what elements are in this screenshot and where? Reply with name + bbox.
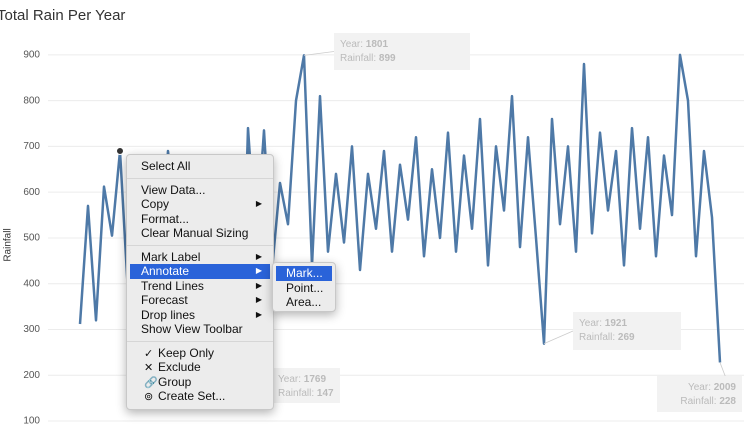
annotation-value: 899 <box>379 53 396 64</box>
menu-icon: 🔗 <box>144 376 158 389</box>
separator <box>127 177 273 179</box>
annotation-leader <box>303 51 335 56</box>
y-axis-label: Rainfall <box>3 228 14 261</box>
menu-label: Point... <box>286 280 324 295</box>
menu-label: Area... <box>286 295 322 309</box>
annotation-box <box>573 312 681 350</box>
y-tick-label: 900 <box>23 50 40 61</box>
annotation-text: Rainfall: 147 <box>278 388 334 399</box>
menu-item[interactable]: Clear Manual Sizing <box>130 226 270 241</box>
menu-item[interactable]: View Data... <box>130 183 270 198</box>
menu-label: Select All <box>141 159 191 173</box>
menu-label: Keep Only <box>158 345 215 360</box>
menu-label: View Data... <box>141 182 206 197</box>
annotation-box <box>334 33 470 70</box>
menu-item[interactable]: ⊚ Create Set... <box>130 389 270 404</box>
y-tick-label: 200 <box>23 370 40 381</box>
separator <box>127 340 273 342</box>
submenu-item[interactable]: Mark... <box>276 266 332 281</box>
annotation-text: Rainfall: 899 <box>340 53 396 64</box>
chart-title: Total Rain Per Year <box>0 7 125 24</box>
y-tick-label: 800 <box>23 95 40 106</box>
submenu-arrow: ▶ <box>255 251 262 261</box>
submenu-arrow: ▶ <box>255 280 262 290</box>
menu-label: Mark Label <box>141 249 201 264</box>
annotation-value: 228 <box>719 396 736 407</box>
annotation-box <box>272 368 340 403</box>
annotation-label: Year: <box>579 318 602 329</box>
annotation-box <box>657 376 742 412</box>
menu-label: Mark... <box>286 266 323 280</box>
menu-label: Trend Lines <box>141 278 204 293</box>
submenu-arrow: ▶ <box>255 266 262 275</box>
menu-item[interactable]: 🔗Group <box>130 375 270 390</box>
menu-icon: ✓ <box>144 347 154 360</box>
menu-label: Annotate <box>141 264 190 278</box>
y-tick-label: 600 <box>23 187 40 198</box>
menu-label: Drop lines <box>141 307 196 322</box>
menu-label: Forecast <box>141 293 188 307</box>
annotation-text: Year: 2009 <box>688 382 736 393</box>
annotation-value: 147 <box>317 388 334 399</box>
annotation-text: Year: 1921 <box>579 318 627 329</box>
annotation-value: 2009 <box>714 382 737 393</box>
annotation-text: Year: 1769 <box>278 374 326 385</box>
y-tick-label: 300 <box>23 324 40 335</box>
annotation-value: 1921 <box>605 318 628 329</box>
submenu-arrow: ▶ <box>255 199 262 208</box>
submenu-arrow: ▶ <box>255 295 262 304</box>
annotation-label: Rainfall: <box>680 396 716 407</box>
separator <box>127 244 273 246</box>
annotation-leader <box>543 330 574 345</box>
menu-label: Clear Manual Sizing <box>141 226 249 240</box>
annotation-label: Year: <box>688 382 711 393</box>
submenu-arrow: ▶ <box>255 309 262 319</box>
annotation-label: Rainfall: <box>579 332 615 343</box>
menu-item[interactable]: Annotate ▶ <box>130 264 270 279</box>
selected-mark <box>116 146 124 155</box>
menu-item[interactable]: Show View Toolbar <box>130 322 270 337</box>
annotation-value: 269 <box>618 332 635 343</box>
annotation-text: Year: 1801 <box>340 39 388 50</box>
menu-label: Group <box>158 374 192 389</box>
menu-label: Exclude <box>158 360 201 374</box>
submenu-item[interactable]: Point... <box>276 281 332 296</box>
y-tick-label: 100 <box>23 416 40 427</box>
submenu[interactable]: Mark... Point... Area... <box>272 262 336 312</box>
submenu-item[interactable]: Area... <box>276 295 332 310</box>
menu-icon: ⊚ <box>144 391 154 403</box>
menu-label: Format... <box>141 211 190 226</box>
y-tick-label: 400 <box>23 278 40 289</box>
menu-item[interactable]: Select All <box>130 159 270 174</box>
menu-icon: ✕ <box>144 362 154 374</box>
annotation-label: Rainfall: <box>278 388 314 399</box>
annotation-label: Year: <box>340 39 363 50</box>
menu-item[interactable]: Forecast ▶ <box>130 293 270 308</box>
menu-label: Copy <box>141 197 170 211</box>
annotation-value: 1801 <box>366 39 389 50</box>
menu-label: Show View Toolbar <box>141 322 243 336</box>
menu-item[interactable]: Copy ▶ <box>130 197 270 212</box>
menu-item[interactable]: ✕ Exclude <box>130 360 270 375</box>
menu-label: Create Set... <box>158 389 226 403</box>
annotation-value: 1769 <box>304 374 327 385</box>
menu-item[interactable]: ✓ Keep Only <box>130 346 270 361</box>
annotation-text: Rainfall: 269 <box>579 332 635 343</box>
y-tick-label: 700 <box>23 141 40 152</box>
menu-item[interactable]: Trend Lines ▶ <box>130 279 270 294</box>
annotation-label: Year: <box>278 374 301 385</box>
annotation-text: Rainfall: 228 <box>680 396 736 407</box>
menu-item[interactable]: Mark Label ▶ <box>130 250 270 265</box>
menu-item[interactable]: Drop lines ▶ <box>130 308 270 323</box>
context-menu[interactable]: Select All View Data... Copy ▶ Format... Clea… <box>126 154 274 410</box>
menu-item[interactable]: Format... <box>130 212 270 227</box>
y-tick-label: 500 <box>23 233 40 244</box>
annotation-label: Rainfall: <box>340 53 376 64</box>
